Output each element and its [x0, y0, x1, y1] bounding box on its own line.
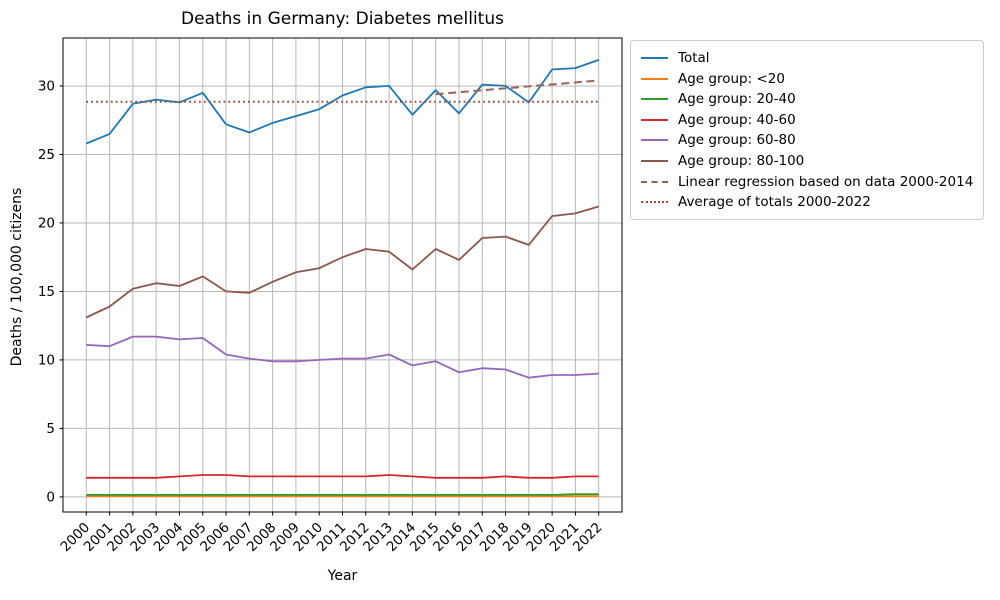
y-tick-label: 5: [46, 421, 55, 437]
y-tick-label: 20: [38, 215, 55, 231]
y-tick-label: 15: [38, 284, 55, 300]
legend-swatch-average-of-totals-2000-2022: [641, 201, 668, 204]
legend-swatch-age-group-60-80: [641, 139, 668, 142]
legend-label: Age group: 60-80: [678, 132, 796, 149]
legend-label: Age group: 20-40: [678, 91, 796, 108]
legend-item-age-group-20: Age group: <20: [641, 70, 973, 88]
legend-swatch-linear-regression-based-on-data-2000-2014: [641, 180, 668, 183]
legend-item-linear-regression-based-on-data-2000-2014: Linear regression based on data 2000-201…: [641, 173, 973, 191]
legend-item-age-group-40-60: Age group: 40-60: [641, 111, 973, 129]
legend-swatch-age-group-40-60: [641, 118, 668, 121]
legend-item-age-group-80-100: Age group: 80-100: [641, 152, 973, 170]
legend-swatch-age-group-80-100: [641, 159, 668, 162]
y-tick-label: 25: [38, 147, 55, 163]
series-line-age-group-80-100: [85, 205, 599, 319]
tick-marks: [59, 85, 600, 516]
legend-label: Total: [678, 50, 710, 66]
legend-swatch-age-group-20: [641, 77, 668, 80]
chart-title: Deaths in Germany: Diabetes mellitus: [181, 9, 504, 29]
series-line-age-group-40-60: [86, 474, 599, 479]
legend-item-age-group-20-40: Age group: 20-40: [641, 90, 973, 108]
y-tick-label: 10: [38, 352, 55, 368]
legend-swatch-total: [641, 57, 668, 59]
series-line-age-group-20-40: [86, 493, 599, 496]
series-line-total: [85, 59, 599, 145]
series-line-linear-regression-based-on-data-2000-2014: [435, 79, 599, 96]
legend-label: Average of totals 2000-2022: [678, 194, 871, 211]
legend-swatch-age-group-20-40: [641, 98, 668, 101]
tick-labels: 2000200120022003200420052006200720082009…: [38, 78, 606, 555]
y-axis-label: Deaths / 100,000 citizens: [9, 187, 25, 367]
y-tick-label: 30: [38, 78, 55, 94]
legend-item-average-of-totals-2000-2022: Average of totals 2000-2022: [641, 193, 973, 211]
legend-item-total: Total: [641, 49, 973, 67]
x-axis-label: Year: [327, 568, 358, 584]
legend-item-age-group-60-80: Age group: 60-80: [641, 131, 973, 149]
legend-label: Linear regression based on data 2000-201…: [678, 173, 974, 190]
y-tick-label: 0: [46, 489, 55, 505]
legend: Total Age group: <20 Age group: 20-40 Age g…: [630, 40, 984, 221]
legend-label: Age group: <20: [678, 70, 785, 87]
legend-label: Age group: 40-60: [678, 111, 796, 128]
gridlines: [63, 38, 622, 512]
legend-label: Age group: 80-100: [678, 152, 805, 169]
series-line-age-group-60-80: [86, 335, 599, 379]
